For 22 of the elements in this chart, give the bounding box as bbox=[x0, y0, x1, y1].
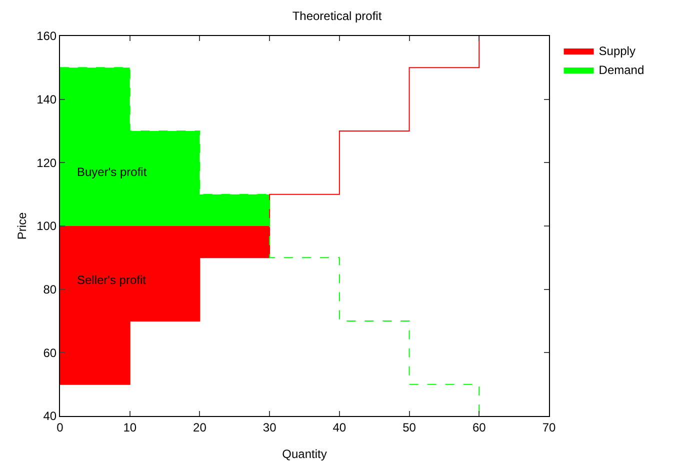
x-tick-label: 40 bbox=[332, 420, 346, 434]
x-axis-title: Quantity bbox=[282, 447, 327, 461]
y-axis-title: Price bbox=[15, 212, 29, 240]
y-tick-label: 40 bbox=[43, 409, 57, 424]
x-tick-label: 0 bbox=[56, 420, 64, 434]
x-tick-label: 20 bbox=[193, 420, 207, 434]
y-tick-label: 160 bbox=[36, 29, 57, 44]
annotation: Seller's profit bbox=[77, 273, 147, 287]
y-tick-label: 120 bbox=[36, 156, 57, 170]
x-tick-label: 10 bbox=[123, 420, 137, 434]
y-tick-label: 80 bbox=[43, 282, 57, 297]
legend-label: Demand bbox=[598, 63, 644, 78]
y-tick-label: 100 bbox=[36, 219, 57, 234]
x-tick-label: 70 bbox=[542, 420, 556, 434]
y-tick-label: 60 bbox=[43, 346, 57, 360]
chart-title: Theoretical profit bbox=[292, 8, 382, 23]
x-tick-label: 60 bbox=[472, 420, 486, 434]
annotation: Buyer's profit bbox=[77, 165, 148, 179]
y-tick-label: 140 bbox=[36, 92, 57, 107]
x-tick-label: 50 bbox=[402, 420, 416, 434]
legend-label: Supply bbox=[598, 44, 636, 58]
x-tick-label: 30 bbox=[262, 420, 277, 434]
